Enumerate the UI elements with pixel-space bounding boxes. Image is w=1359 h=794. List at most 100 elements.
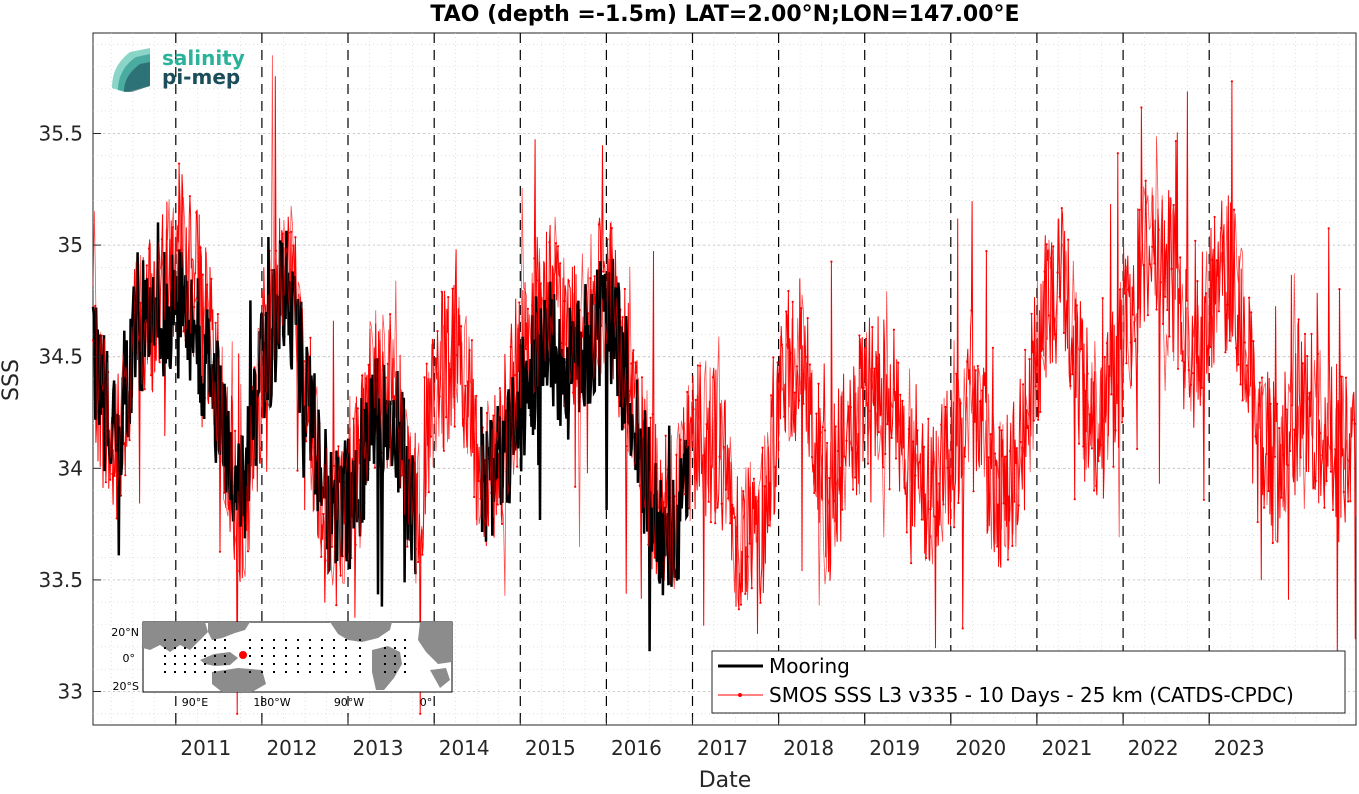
smos-point — [1017, 504, 1020, 507]
smos-point — [1176, 367, 1180, 370]
inset-mooring-dot — [224, 647, 226, 649]
smos-point — [518, 301, 521, 304]
smos-point — [1349, 500, 1352, 503]
smos-point — [892, 328, 896, 331]
smos-point — [111, 472, 114, 476]
inset-lat-0: 0° — [123, 652, 136, 665]
inset-mooring-dot — [404, 655, 406, 657]
smos-point — [335, 604, 338, 607]
smos-point — [894, 457, 898, 460]
smos-point — [1099, 444, 1102, 447]
inset-mooring-dot — [214, 647, 216, 649]
smos-point — [160, 238, 163, 241]
smos-point — [716, 506, 719, 509]
smos-point — [113, 474, 116, 477]
smos-point — [761, 446, 764, 449]
smos-point — [1342, 490, 1345, 494]
inset-mooring-dot — [194, 655, 196, 657]
smos-point — [877, 431, 880, 434]
smos-point — [475, 394, 478, 397]
inset-mooring-dot — [273, 671, 275, 673]
smos-point — [234, 429, 237, 432]
inset-lon-90e: 90°E — [182, 696, 208, 709]
inset-mooring-dot — [384, 663, 386, 665]
smos-point — [324, 559, 327, 562]
smos-point — [692, 408, 695, 411]
inset-mooring-dot — [194, 671, 196, 673]
x-tick-label: 2013 — [353, 736, 404, 760]
smos-point — [1303, 332, 1307, 336]
smos-point — [296, 469, 299, 472]
smos-point — [1095, 484, 1098, 487]
inset-mooring-dot — [285, 647, 287, 649]
smos-point — [216, 313, 219, 316]
inset-mooring-dot — [359, 663, 361, 665]
inset-mooring-dot — [184, 647, 186, 649]
smos-point — [287, 231, 290, 234]
y-tick-label: 34 — [58, 456, 83, 480]
smos-point — [744, 592, 747, 596]
smos-point — [966, 360, 969, 363]
smos-point — [1194, 239, 1197, 242]
inset-mooring-dot — [309, 655, 311, 657]
smos-point — [940, 423, 943, 426]
smos-point — [1028, 358, 1031, 361]
smos-point — [447, 296, 450, 299]
smos-point — [281, 232, 284, 235]
smos-point — [1271, 541, 1274, 545]
smos-point — [214, 321, 217, 324]
x-axis-label: Date — [699, 768, 752, 790]
inset-mooring-dot — [285, 663, 287, 665]
smos-point — [259, 447, 262, 450]
smos-point — [266, 403, 269, 406]
smos-point — [1312, 486, 1315, 489]
smos-point — [1116, 152, 1119, 155]
smos-point — [826, 441, 829, 445]
smos-point — [354, 543, 357, 546]
logo-line-2: pi-mep — [162, 65, 240, 89]
inset-mooring-dot — [309, 647, 311, 649]
inset-mooring-dot — [174, 655, 176, 657]
smos-point — [1060, 207, 1063, 210]
smos-point — [597, 223, 601, 226]
smos-point — [1019, 440, 1023, 444]
smos-point — [535, 279, 538, 282]
inset-mooring-dot — [394, 671, 396, 673]
smos-point — [836, 449, 840, 453]
inset-mooring-dot — [204, 655, 206, 657]
smos-point — [780, 343, 784, 346]
smos-point — [1136, 447, 1139, 450]
smos-point — [1215, 259, 1218, 262]
smos-point — [759, 601, 762, 604]
inset-mooring-dot — [321, 663, 323, 665]
smos-point — [178, 162, 181, 165]
smos-point — [1314, 479, 1317, 482]
smos-line-overlay — [92, 55, 1357, 606]
inset-mooring-dot — [164, 647, 166, 649]
inset-mooring-dot — [297, 671, 299, 673]
smos-point — [322, 512, 325, 516]
smos-point — [621, 316, 624, 319]
smos-point — [182, 330, 185, 333]
inset-mooring-dot — [224, 663, 226, 665]
x-tick-label: 2017 — [697, 736, 748, 760]
smos-point — [1243, 341, 1246, 344]
inset-lon-180w: 180°W — [253, 696, 290, 709]
smos-point — [1097, 460, 1100, 463]
smos-point — [1131, 313, 1134, 316]
smos-point — [739, 603, 743, 606]
smos-point — [473, 495, 476, 499]
smos-point — [1026, 426, 1029, 429]
smos-point — [1297, 318, 1300, 321]
smos-point — [1166, 308, 1169, 312]
inset-mooring-dot — [394, 647, 396, 649]
smos-point — [772, 356, 775, 359]
smos-point — [440, 290, 443, 293]
inset-mooring-dot — [224, 655, 226, 657]
smos-point — [963, 455, 967, 458]
smos-point — [1071, 373, 1074, 376]
smos-point — [294, 236, 297, 239]
inset-mooring-dot — [285, 639, 287, 641]
inset-mooring-dot — [359, 655, 361, 657]
